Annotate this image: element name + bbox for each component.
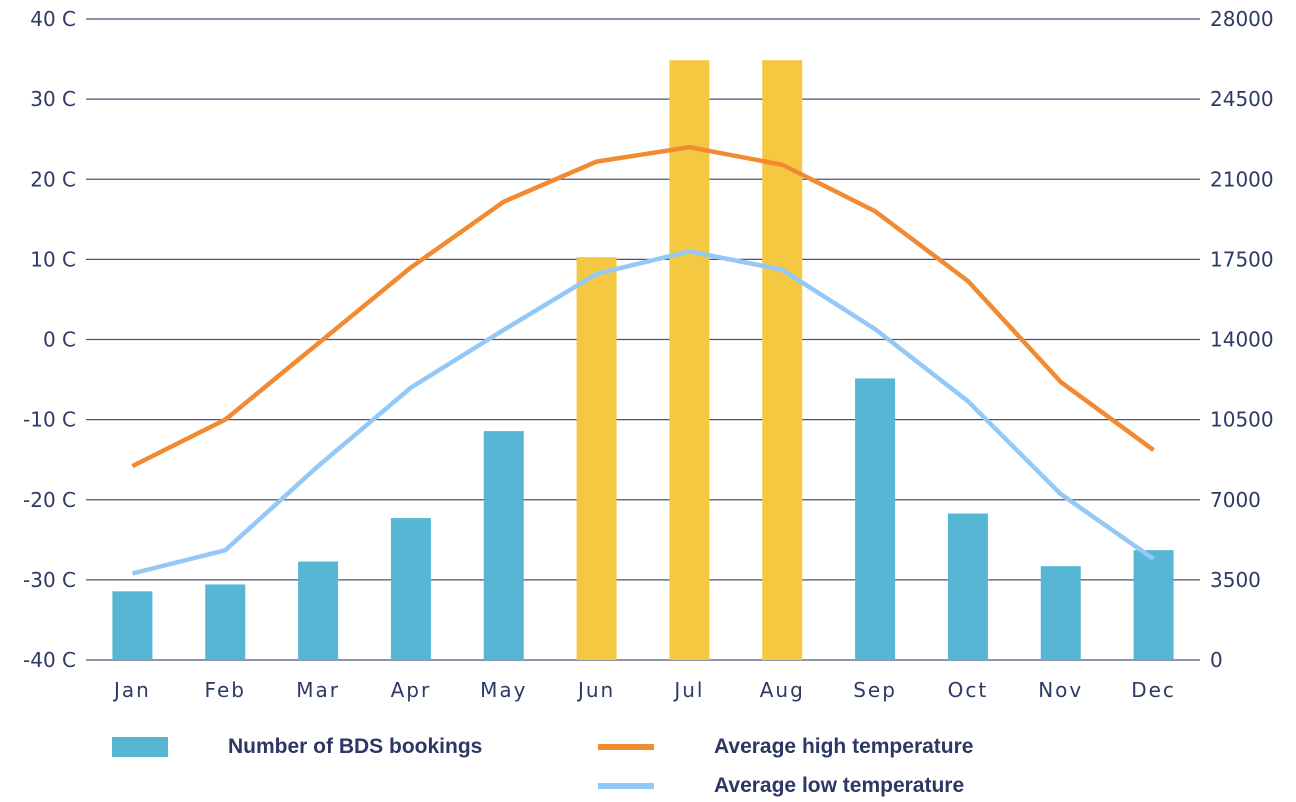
- y-right-tick-label: 17500: [1210, 247, 1274, 271]
- y-left-tick-label: -30 C: [23, 568, 76, 592]
- y-left-tick-label: 0 C: [43, 328, 76, 352]
- y-right-tick-label: 28000: [1210, 7, 1274, 31]
- x-tick-label: Apr: [391, 678, 432, 702]
- y-left-tick-label: 30 C: [30, 87, 76, 111]
- axis-labels: 40 C 28000 30 C 24500 20 C 21000 10 C 17500 0 C 1…: [23, 7, 1274, 702]
- y-right-tick-label: 14000: [1210, 328, 1274, 352]
- low-temperature-line: [131, 249, 1155, 576]
- y-left-tick-label: -20 C: [23, 488, 76, 512]
- x-tick-label: Jul: [672, 678, 704, 702]
- bar-nov: [1040, 566, 1081, 660]
- high-temperature-line: [131, 144, 1155, 469]
- legend-bookings: Number of BDS bookings: [112, 735, 482, 759]
- x-tick-label: Nov: [1038, 678, 1083, 702]
- y-right-tick-label: 21000: [1210, 167, 1274, 191]
- bar-may: [483, 431, 524, 660]
- gridlines: [86, 18, 1200, 661]
- bar-aug: [762, 60, 803, 660]
- legend-label-low-temp: Average low temperature: [714, 774, 965, 797]
- bar-jun: [576, 257, 617, 660]
- temperature-lines: [131, 144, 1155, 576]
- bar-oct: [947, 513, 988, 660]
- legend-label-bookings: Number of BDS bookings: [228, 735, 483, 758]
- x-tick-label: Jan: [112, 678, 151, 702]
- y-left-tick-label: 40 C: [30, 7, 76, 31]
- x-tick-label: Jun: [576, 678, 615, 702]
- bar-jan: [112, 591, 153, 660]
- legend-swatch-bookings: [112, 737, 168, 757]
- y-left-tick-label: -10 C: [23, 408, 76, 432]
- bar-apr: [390, 518, 431, 660]
- bars: [112, 60, 1174, 660]
- bar-dec: [1133, 550, 1174, 660]
- x-tick-label: Aug: [760, 678, 805, 702]
- y-right-tick-label: 24500: [1210, 87, 1274, 111]
- bar-feb: [205, 584, 246, 660]
- legend-swatch-high-temp: [598, 744, 654, 750]
- legend-label-high-temp: Average high temperature: [714, 735, 974, 758]
- y-right-tick-label: 10500: [1210, 408, 1274, 432]
- x-tick-label: May: [480, 678, 527, 702]
- x-tick-label: Sep: [853, 678, 897, 702]
- y-left-tick-label: 10 C: [30, 247, 76, 271]
- bar-sep: [855, 378, 896, 660]
- legend-swatch-low-temp: [598, 783, 654, 789]
- x-tick-label: Feb: [205, 678, 246, 702]
- y-right-tick-label: 0: [1210, 648, 1223, 672]
- y-right-tick-label: 7000: [1210, 488, 1261, 512]
- y-left-tick-label: -40 C: [23, 648, 76, 672]
- x-tick-label: Oct: [948, 678, 989, 702]
- legend-low-temp: Average low temperature: [598, 774, 964, 798]
- legend-high-temp: Average high temperature: [598, 735, 973, 759]
- x-tick-label: Mar: [296, 678, 340, 702]
- bar-jul: [669, 60, 710, 660]
- y-right-tick-label: 3500: [1210, 568, 1261, 592]
- y-left-tick-label: 20 C: [30, 167, 76, 191]
- bar-mar: [298, 561, 339, 660]
- x-tick-label: Dec: [1131, 678, 1176, 702]
